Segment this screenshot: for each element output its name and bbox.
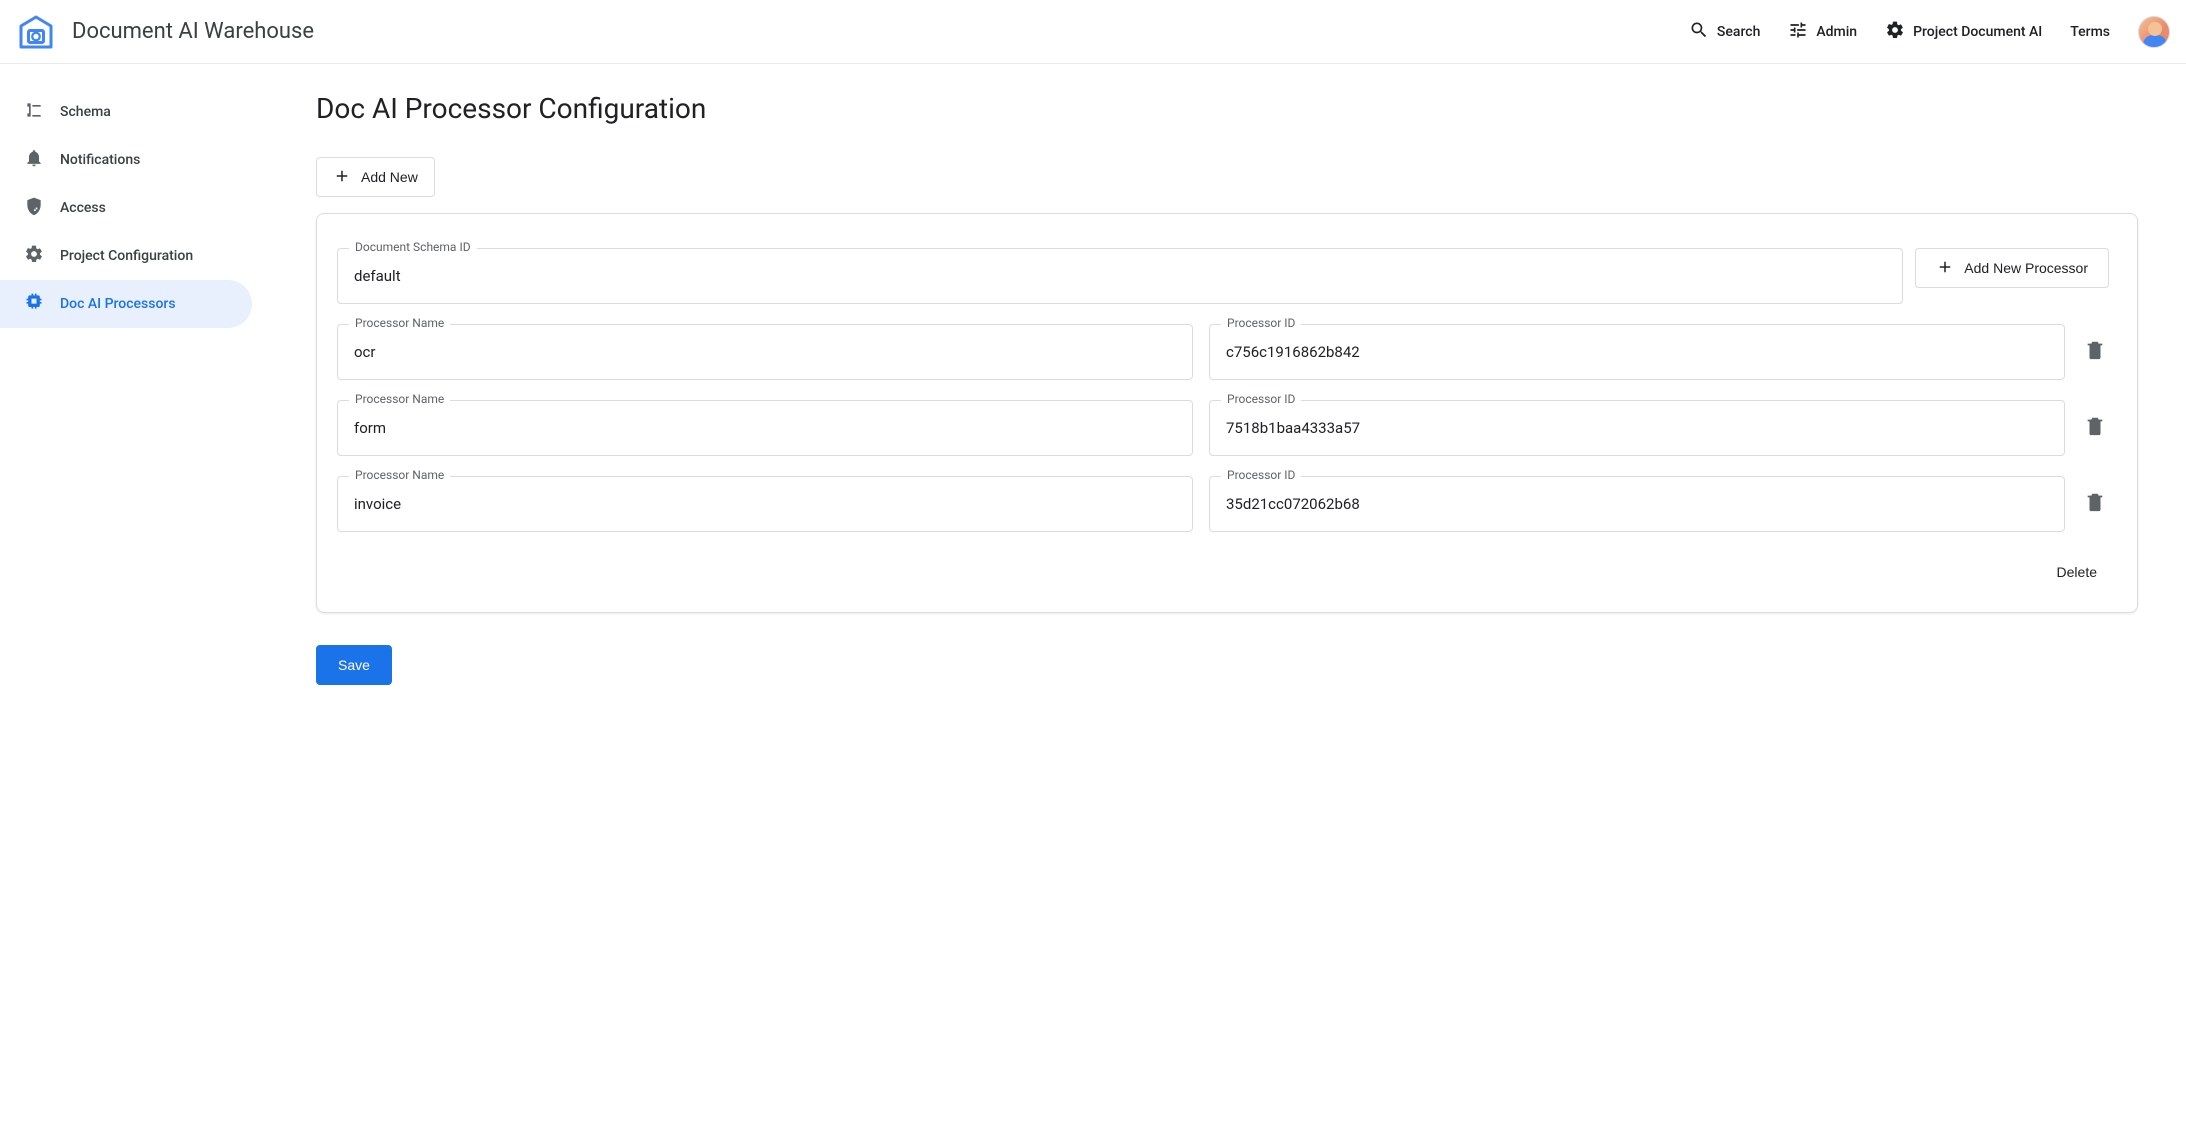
sidebar-item-label: Access (60, 200, 106, 216)
processor-id-label: Processor ID (1221, 392, 1301, 406)
processor-id-field-wrap: Processor ID (1209, 400, 2065, 456)
user-avatar[interactable] (2138, 16, 2170, 48)
admin-label: Admin (1816, 24, 1857, 40)
delete-button[interactable]: Delete (2045, 556, 2109, 588)
processor-id-label: Processor ID (1221, 468, 1301, 482)
add-new-button[interactable]: Add New (316, 157, 435, 197)
sidebar-item-label: Notifications (60, 152, 140, 168)
delete-processor-button[interactable] (2081, 490, 2109, 518)
trash-icon (2084, 339, 2106, 365)
terms-label: Terms (2070, 24, 2110, 40)
sidebar: Schema Notifications Access Project Conf… (0, 64, 260, 725)
sidebar-item-notifications[interactable]: Notifications (0, 136, 252, 184)
processor-id-label: Processor ID (1221, 316, 1301, 330)
search-icon (1689, 20, 1709, 44)
header-actions: Search Admin Project Document AI Terms (1689, 16, 2170, 48)
page-title: Doc AI Processor Configuration (316, 92, 2138, 125)
processor-name-label: Processor Name (349, 316, 450, 330)
main-content: Doc AI Processor Configuration Add New D… (260, 64, 2186, 725)
sidebar-item-schema[interactable]: Schema (0, 88, 252, 136)
processor-id-field-wrap: Processor ID (1209, 476, 2065, 532)
processor-name-input[interactable] (337, 476, 1193, 532)
tune-icon (1788, 20, 1808, 44)
processor-name-field-wrap: Processor Name (337, 400, 1193, 456)
processor-id-input[interactable] (1209, 476, 2065, 532)
delete-processor-button[interactable] (2081, 338, 2109, 366)
sidebar-item-project-config[interactable]: Project Configuration (0, 232, 252, 280)
gear-icon (24, 244, 44, 268)
terms-link[interactable]: Terms (2070, 24, 2110, 40)
processor-name-label: Processor Name (349, 392, 450, 406)
sidebar-item-label: Project Configuration (60, 248, 193, 264)
app-logo-icon (16, 12, 56, 52)
search-button[interactable]: Search (1689, 20, 1760, 44)
app-title: Document AI Warehouse (72, 19, 314, 44)
shield-icon (24, 196, 44, 220)
trash-icon (2084, 491, 2106, 517)
bell-icon (24, 148, 44, 172)
sidebar-item-label: Schema (60, 104, 111, 120)
delete-processor-button[interactable] (2081, 414, 2109, 442)
processor-config-card: Document Schema ID Add New Processor Pro… (316, 213, 2138, 613)
sidebar-item-label: Doc AI Processors (60, 296, 176, 312)
plus-icon (1936, 258, 1954, 279)
plus-icon (333, 167, 351, 188)
sidebar-item-doc-ai-processors[interactable]: Doc AI Processors (0, 280, 252, 328)
schema-id-input[interactable] (337, 248, 1903, 304)
schema-icon (24, 100, 44, 124)
schema-id-field-wrap: Document Schema ID (337, 248, 1903, 304)
add-processor-button[interactable]: Add New Processor (1915, 248, 2109, 288)
save-button[interactable]: Save (316, 645, 392, 685)
processor-name-field-wrap: Processor Name (337, 476, 1193, 532)
schema-id-label: Document Schema ID (349, 240, 477, 254)
processor-row: Processor Name Processor ID (337, 314, 2109, 380)
processor-id-field-wrap: Processor ID (1209, 324, 2065, 380)
sidebar-item-access[interactable]: Access (0, 184, 252, 232)
processor-id-input[interactable] (1209, 324, 2065, 380)
trash-icon (2084, 415, 2106, 441)
processor-name-label: Processor Name (349, 468, 450, 482)
admin-button[interactable]: Admin (1788, 20, 1857, 44)
project-label: Project Document AI (1913, 24, 2042, 40)
processor-name-input[interactable] (337, 400, 1193, 456)
processor-row: Processor Name Processor ID (337, 466, 2109, 532)
search-label: Search (1717, 24, 1760, 40)
add-processor-label: Add New Processor (1964, 260, 2088, 276)
processor-row: Processor Name Processor ID (337, 390, 2109, 456)
project-button[interactable]: Project Document AI (1885, 20, 2042, 44)
gear-icon (1885, 20, 1905, 44)
processor-id-input[interactable] (1209, 400, 2065, 456)
header: Document AI Warehouse Search Admin Proje… (0, 0, 2186, 64)
add-new-label: Add New (361, 169, 418, 185)
processor-name-input[interactable] (337, 324, 1193, 380)
processor-name-field-wrap: Processor Name (337, 324, 1193, 380)
chip-icon (24, 292, 44, 316)
